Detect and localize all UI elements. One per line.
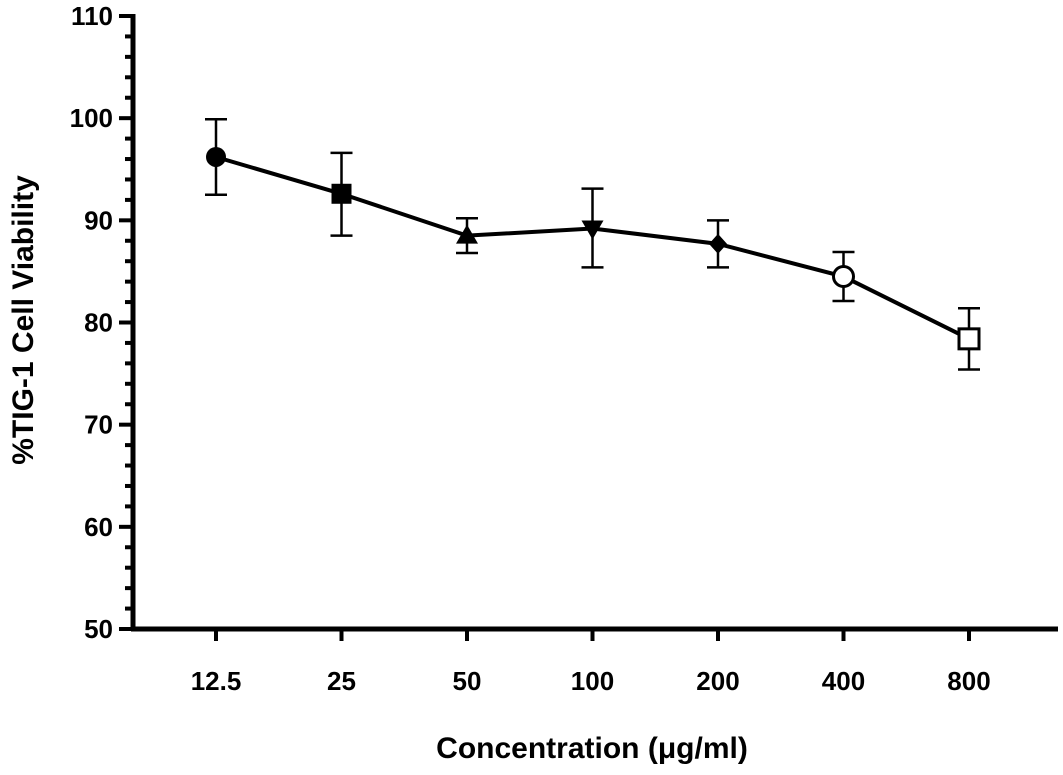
x-tick-label: 50: [453, 666, 482, 696]
x-tick-label: 400: [822, 666, 865, 696]
error-bars: [205, 117, 980, 371]
x-axis-title: Concentration (μg/ml): [436, 732, 748, 765]
y-tick-label: 90: [84, 205, 113, 235]
markers: [206, 146, 981, 351]
y-tick-label: 70: [84, 410, 113, 440]
y-tick-label: 60: [84, 512, 113, 542]
y-tick-label: 110: [71, 1, 113, 31]
x-tick-label: 800: [947, 666, 990, 696]
axes: [130, 14, 1058, 632]
data-point: [206, 146, 226, 167]
x-tick-label: 200: [696, 666, 739, 696]
y-ticks: 50 60 70 80 90 100 110: [70, 1, 133, 644]
x-ticks: 12.5 25 50 100 200 400 800: [191, 629, 991, 696]
x-tick-label: 12.5: [191, 666, 242, 696]
data-point: [709, 233, 727, 254]
data-point: [581, 220, 604, 240]
data-point: [331, 183, 352, 204]
x-tick-label: 100: [571, 666, 614, 696]
y-tick-label: 80: [84, 308, 113, 338]
data-point: [456, 224, 478, 244]
data-point: [957, 327, 981, 351]
data-point: [832, 265, 855, 289]
y-tick-label: 50: [84, 614, 113, 644]
x-tick-label: 25: [327, 666, 356, 696]
y-axis-title: %TIG-1 Cell Viability: [7, 175, 40, 465]
y-tick-label: 100: [70, 103, 113, 133]
